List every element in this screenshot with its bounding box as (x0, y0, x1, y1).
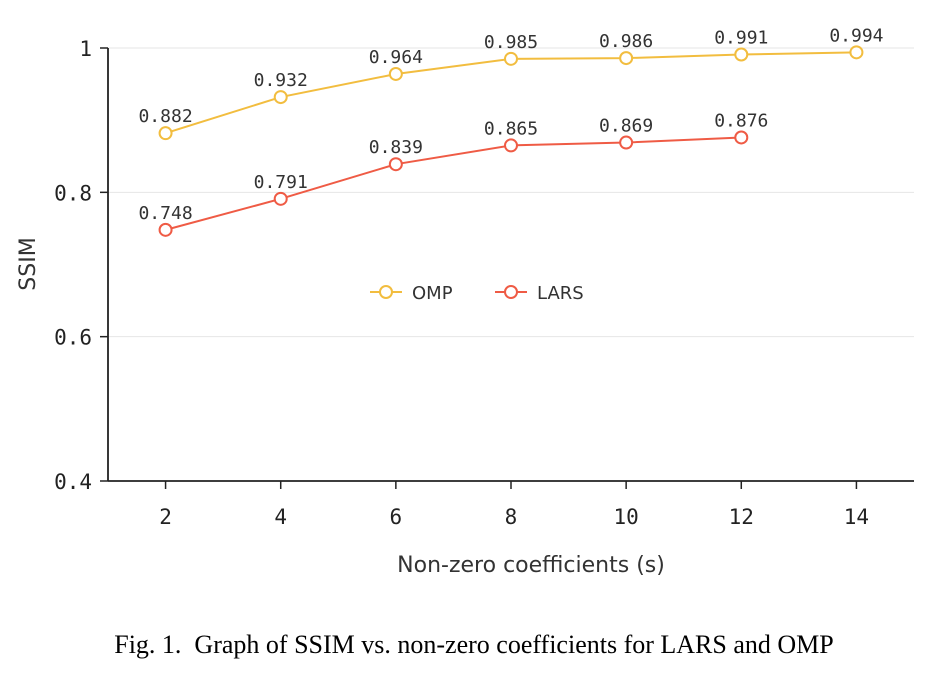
x-tick-label: 14 (844, 505, 869, 529)
figure-caption: Fig. 1. Graph of SSIM vs. non-zero coeff… (114, 630, 834, 659)
data-point (388, 66, 403, 81)
x-axis-title: Non-zero coefficients (s) (397, 553, 665, 578)
x-tick-label: 10 (613, 505, 638, 529)
data-point (158, 126, 173, 141)
data-label: 0.876 (714, 110, 768, 131)
data-point (619, 51, 634, 66)
legend-label: OMP (412, 283, 453, 304)
y-tick-label: 1 (79, 37, 92, 61)
data-label: 0.882 (138, 106, 192, 127)
x-tick-label: 12 (729, 505, 754, 529)
data-point (273, 90, 288, 105)
legend-label: LARS (537, 283, 584, 304)
ssim-line-chart: 0.40.60.812 4 6 8 10 12 14 SSIM Non-zero coeff… (16, 25, 914, 578)
data-label: 0.932 (254, 70, 308, 91)
series-group: 0.882 0.932 0.964 0.985 0.986 0.991 0.994 0.748… (138, 25, 884, 237)
series-omp: 0.882 0.932 0.964 0.985 0.986 0.991 0.994 (138, 25, 884, 141)
data-point (273, 191, 288, 206)
data-point (388, 157, 403, 172)
data-label: 0.839 (369, 137, 423, 158)
data-point (619, 135, 634, 150)
data-point (849, 45, 864, 60)
data-label: 0.791 (254, 172, 308, 193)
legend-item-lars: LARS (495, 283, 584, 304)
y-tick-label: 0.8 (54, 181, 92, 205)
data-point (504, 138, 518, 153)
legend-marker (379, 285, 393, 299)
x-tick-label: 4 (274, 505, 287, 529)
grid-lines (108, 47, 914, 338)
data-point (504, 51, 518, 66)
data-point (734, 47, 749, 62)
data-label: 0.748 (138, 203, 192, 224)
data-label: 0.986 (599, 31, 653, 52)
data-label: 0.994 (829, 25, 883, 46)
data-label: 0.991 (714, 27, 768, 48)
legend-item-omp: OMP (370, 283, 453, 304)
legend-marker (504, 285, 518, 299)
x-tick-label: 2 (159, 505, 172, 529)
data-point (734, 130, 749, 145)
axes (100, 47, 914, 489)
tick-labels: 0.40.60.812 4 6 8 10 12 14 (54, 37, 869, 529)
y-tick-label: 0.4 (54, 470, 92, 494)
data-label: 0.985 (484, 32, 538, 53)
y-tick-label: 0.6 (54, 326, 92, 350)
data-label: 0.869 (599, 116, 653, 137)
series-lars: 0.748 0.791 0.839 0.865 0.869 0.876 (138, 110, 768, 237)
series-line-lars (165, 136, 742, 231)
x-tick-label: 6 (390, 505, 403, 529)
data-label: 0.964 (369, 47, 423, 68)
x-tick-label: 8 (505, 505, 518, 529)
legend: OMP LARS (370, 283, 584, 304)
y-axis-title: SSIM (16, 237, 41, 290)
data-point (158, 222, 173, 237)
data-label: 0.865 (484, 118, 538, 139)
